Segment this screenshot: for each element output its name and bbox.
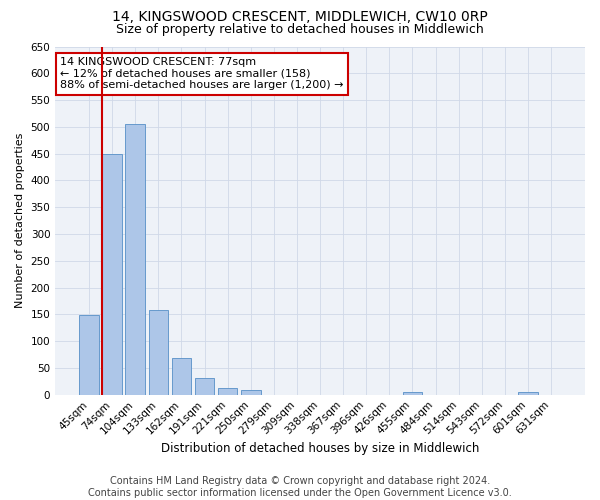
Text: Size of property relative to detached houses in Middlewich: Size of property relative to detached ho… bbox=[116, 22, 484, 36]
Bar bbox=[149, 310, 168, 394]
Bar bbox=[195, 378, 214, 394]
Bar bbox=[518, 392, 538, 394]
Bar bbox=[125, 124, 145, 394]
Bar bbox=[218, 388, 238, 394]
Y-axis label: Number of detached properties: Number of detached properties bbox=[15, 133, 25, 308]
Text: Contains HM Land Registry data © Crown copyright and database right 2024.
Contai: Contains HM Land Registry data © Crown c… bbox=[88, 476, 512, 498]
Bar bbox=[172, 358, 191, 394]
Bar bbox=[241, 390, 260, 394]
Bar bbox=[403, 392, 422, 394]
Text: 14 KINGSWOOD CRESCENT: 77sqm
← 12% of detached houses are smaller (158)
88% of s: 14 KINGSWOOD CRESCENT: 77sqm ← 12% of de… bbox=[61, 57, 344, 90]
Text: 14, KINGSWOOD CRESCENT, MIDDLEWICH, CW10 0RP: 14, KINGSWOOD CRESCENT, MIDDLEWICH, CW10… bbox=[112, 10, 488, 24]
Bar bbox=[79, 316, 99, 394]
Bar bbox=[103, 154, 122, 394]
X-axis label: Distribution of detached houses by size in Middlewich: Distribution of detached houses by size … bbox=[161, 442, 479, 455]
